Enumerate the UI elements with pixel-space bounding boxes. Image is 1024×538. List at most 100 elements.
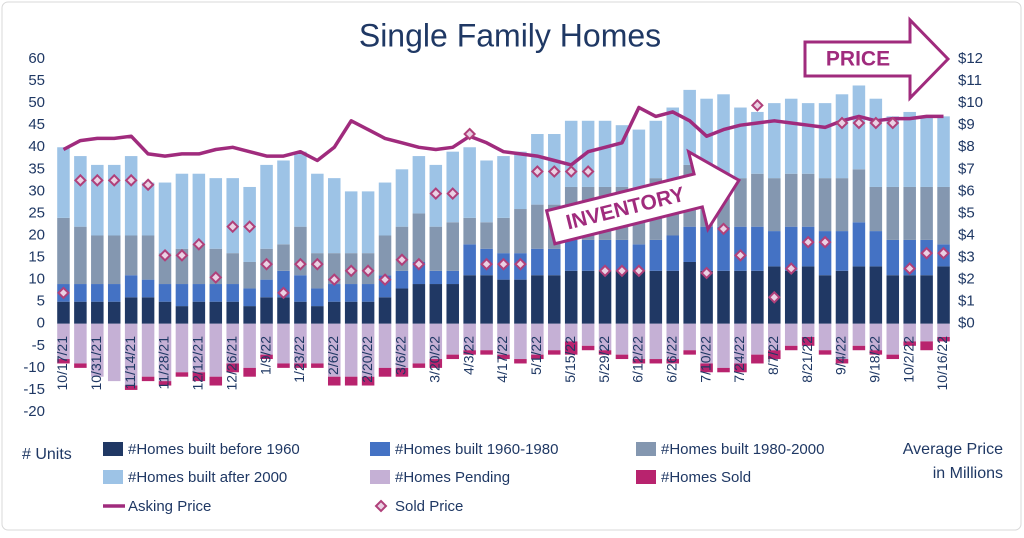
bar xyxy=(801,266,815,324)
bar xyxy=(57,217,70,285)
sold-price-marker xyxy=(869,116,883,130)
bar xyxy=(243,288,256,307)
x-tick-label: 5/1/22 xyxy=(528,336,544,375)
sold-price-marker xyxy=(598,264,612,278)
sold-price-marker xyxy=(530,165,544,178)
bar xyxy=(158,253,172,285)
bar xyxy=(869,231,883,267)
bar xyxy=(361,301,375,324)
bar xyxy=(209,284,223,302)
x-tick-label: 1/9/22 xyxy=(257,336,273,375)
bar xyxy=(835,323,849,360)
bar xyxy=(801,103,815,174)
y-tick-label: 55 xyxy=(28,72,45,89)
x-tick-label: 10/16/22 xyxy=(934,336,950,391)
x-tick-label: 9/18/22 xyxy=(867,336,883,383)
bar xyxy=(311,363,324,368)
bar xyxy=(852,266,866,324)
legend-label: Asking Price xyxy=(128,498,211,515)
bar xyxy=(175,372,189,377)
bar xyxy=(937,266,950,324)
bar xyxy=(361,323,375,377)
bar xyxy=(124,275,138,298)
bar xyxy=(344,301,358,324)
bar xyxy=(395,288,409,324)
bar xyxy=(801,336,815,346)
x-tick-label: 4/17/22 xyxy=(494,336,510,383)
bar xyxy=(666,323,680,360)
bar xyxy=(937,336,950,342)
sold-price-marker xyxy=(310,257,324,271)
sold-price-marker xyxy=(615,264,629,278)
bar xyxy=(751,111,764,174)
bar xyxy=(801,323,815,337)
sold-price-marker xyxy=(209,271,223,284)
sold-price-marker xyxy=(226,220,240,234)
sold-price-marker xyxy=(497,257,510,271)
bar xyxy=(784,270,798,324)
bar xyxy=(751,270,764,324)
bar xyxy=(412,323,426,364)
bar xyxy=(294,363,307,368)
bar xyxy=(327,178,341,254)
bar xyxy=(564,239,578,271)
y2-tick-label: $1 xyxy=(958,293,975,310)
x-tick-label: 3/20/22 xyxy=(427,336,443,383)
sold-price-marker xyxy=(514,257,527,271)
bar xyxy=(209,376,223,386)
y2-tick-label: $10 xyxy=(958,94,983,111)
bar xyxy=(243,261,256,289)
bar xyxy=(91,301,104,324)
bar xyxy=(277,160,290,245)
bar xyxy=(886,275,900,324)
bar xyxy=(615,239,629,271)
bar xyxy=(209,323,223,377)
bar xyxy=(869,350,883,355)
bar xyxy=(107,235,121,285)
bar xyxy=(294,323,307,364)
bar xyxy=(632,129,646,201)
bar xyxy=(497,156,510,218)
y2-axis-label: in Millions xyxy=(933,465,1003,482)
bar xyxy=(903,323,916,342)
bar xyxy=(463,350,476,355)
bar xyxy=(531,248,544,276)
price-annotation: PRICE xyxy=(803,16,951,102)
bar xyxy=(903,111,916,187)
bar xyxy=(768,323,781,351)
bar xyxy=(734,178,747,227)
x-tick-label: 12/26/21 xyxy=(223,336,239,391)
bar xyxy=(717,270,730,324)
bar xyxy=(446,354,459,360)
bar xyxy=(598,323,612,351)
bar xyxy=(91,284,104,302)
y-tick-label: 10 xyxy=(28,271,45,288)
bar xyxy=(446,284,459,324)
bar xyxy=(327,253,341,285)
bar xyxy=(107,323,121,382)
bar xyxy=(294,301,307,324)
sold-price-marker xyxy=(192,237,206,251)
sold-price-marker xyxy=(632,264,646,278)
bar xyxy=(91,235,104,285)
bar xyxy=(192,284,206,302)
bar xyxy=(649,239,663,271)
bar xyxy=(784,226,798,271)
sold-price-marker xyxy=(784,262,798,276)
bar xyxy=(158,381,172,386)
bar xyxy=(158,182,172,254)
legend-swatch xyxy=(370,470,390,484)
legend-label: #Homes Pending xyxy=(395,469,510,486)
bar xyxy=(260,279,273,298)
bar xyxy=(327,376,341,386)
bar xyxy=(463,147,476,218)
bar xyxy=(632,359,646,364)
bar xyxy=(514,151,527,210)
bar xyxy=(412,156,426,214)
sold-price-marker xyxy=(852,116,866,130)
sold-price-marker xyxy=(818,235,832,249)
bar xyxy=(700,363,713,373)
bar xyxy=(751,354,764,364)
bar xyxy=(548,248,561,276)
